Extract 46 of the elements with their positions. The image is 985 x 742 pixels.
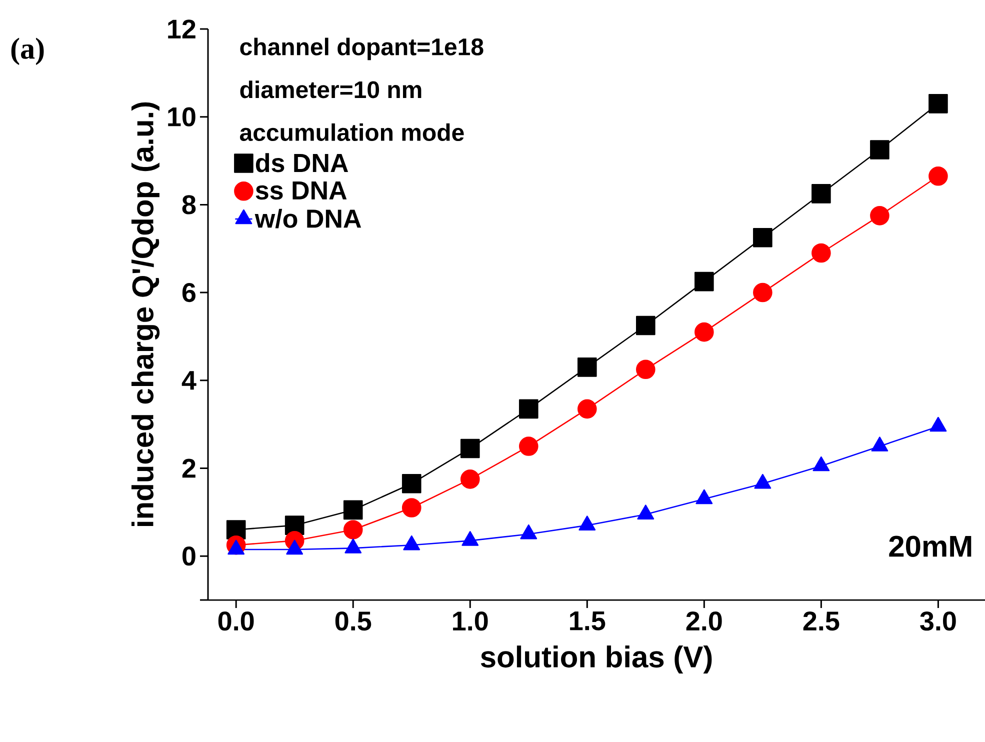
x-tick-label: 2.0 bbox=[686, 612, 722, 631]
x-tick-label: 2.5 bbox=[803, 612, 840, 631]
point bbox=[518, 436, 538, 456]
y-tick-label: 10 bbox=[168, 107, 196, 126]
point bbox=[870, 140, 890, 160]
y-axis-title: induced charge Q'/Qdop (a.u.) bbox=[131, 102, 160, 526]
point bbox=[636, 360, 656, 380]
annotation: diameter=10 nm bbox=[240, 80, 422, 98]
point bbox=[812, 243, 831, 263]
y-tick-label: 0 bbox=[182, 546, 196, 566]
point bbox=[577, 358, 597, 377]
point bbox=[753, 282, 772, 302]
y-tick-label: 8 bbox=[182, 195, 196, 214]
point bbox=[343, 500, 363, 520]
point bbox=[694, 322, 714, 342]
point bbox=[928, 94, 948, 114]
point bbox=[928, 166, 948, 186]
point bbox=[870, 206, 890, 226]
legend-label: w/o DNA bbox=[254, 208, 362, 228]
x-tick-label: 0.5 bbox=[335, 612, 372, 631]
x-axis-title: solution bias (V) bbox=[480, 646, 712, 674]
y-tick-label: 2 bbox=[182, 458, 196, 478]
legend-label: ds DNA bbox=[256, 153, 348, 172]
point bbox=[636, 316, 656, 336]
point bbox=[694, 272, 714, 292]
point bbox=[812, 184, 831, 204]
annotation: accumulation mode bbox=[240, 123, 464, 142]
y-tick-label: 4 bbox=[182, 371, 196, 390]
annotation: 20mM bbox=[889, 536, 972, 557]
point bbox=[753, 228, 772, 248]
x-tick-label: 3.0 bbox=[920, 612, 956, 631]
point bbox=[460, 470, 480, 489]
x-tick-label: 0.0 bbox=[218, 612, 254, 631]
point bbox=[402, 498, 422, 518]
point bbox=[460, 438, 480, 458]
annotation: channel dopant=1e18 bbox=[240, 38, 484, 60]
text: (a) bbox=[11, 38, 44, 65]
point bbox=[518, 399, 538, 419]
y-tick-label: 6 bbox=[182, 282, 196, 302]
point bbox=[577, 399, 597, 419]
point bbox=[402, 474, 422, 494]
x-tick-label: 1.5 bbox=[570, 612, 606, 630]
y-tick-label: 12 bbox=[168, 20, 196, 38]
x-tick-label: 1.0 bbox=[453, 612, 488, 631]
point bbox=[343, 520, 363, 540]
legend-label: ss DNA bbox=[256, 181, 347, 200]
